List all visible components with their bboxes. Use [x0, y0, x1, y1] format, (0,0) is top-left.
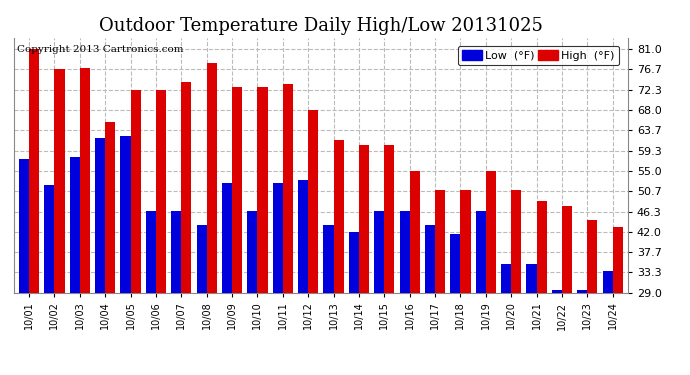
Text: Copyright 2013 Cartronics.com: Copyright 2013 Cartronics.com [17, 45, 184, 54]
Bar [587, 220, 598, 375]
Bar [537, 201, 546, 375]
Bar [359, 145, 369, 375]
Bar [308, 110, 318, 375]
Bar [486, 171, 496, 375]
Bar [562, 206, 572, 375]
Bar [19, 159, 29, 375]
Bar [613, 227, 623, 375]
Bar [156, 90, 166, 375]
Bar [55, 69, 65, 375]
Bar [577, 290, 587, 375]
Bar [105, 122, 115, 375]
Bar [324, 225, 333, 375]
Bar [435, 190, 445, 375]
Bar [400, 211, 410, 375]
Bar [130, 90, 141, 375]
Bar [526, 264, 537, 375]
Bar [602, 272, 613, 375]
Bar [29, 49, 39, 375]
Bar [222, 183, 232, 375]
Bar [501, 264, 511, 375]
Bar [197, 225, 207, 375]
Bar [283, 84, 293, 375]
Bar [257, 87, 268, 375]
Bar [475, 211, 486, 375]
Bar [384, 145, 395, 375]
Bar [511, 190, 522, 375]
Title: Outdoor Temperature Daily High/Low 20131025: Outdoor Temperature Daily High/Low 20131… [99, 16, 543, 34]
Bar [146, 211, 156, 375]
Bar [80, 68, 90, 375]
Bar [181, 82, 191, 375]
Bar [232, 87, 242, 375]
Bar [298, 180, 308, 375]
Bar [333, 140, 344, 375]
Bar [410, 171, 420, 375]
Bar [460, 190, 471, 375]
Bar [120, 136, 130, 375]
Bar [451, 234, 460, 375]
Bar [273, 183, 283, 375]
Bar [348, 232, 359, 375]
Bar [374, 211, 384, 375]
Bar [70, 157, 80, 375]
Bar [247, 211, 257, 375]
Bar [207, 63, 217, 375]
Bar [95, 138, 105, 375]
Bar [425, 225, 435, 375]
Legend: Low  (°F), High  (°F): Low (°F), High (°F) [457, 46, 619, 65]
Bar [44, 185, 55, 375]
Bar [171, 211, 181, 375]
Bar [552, 290, 562, 375]
